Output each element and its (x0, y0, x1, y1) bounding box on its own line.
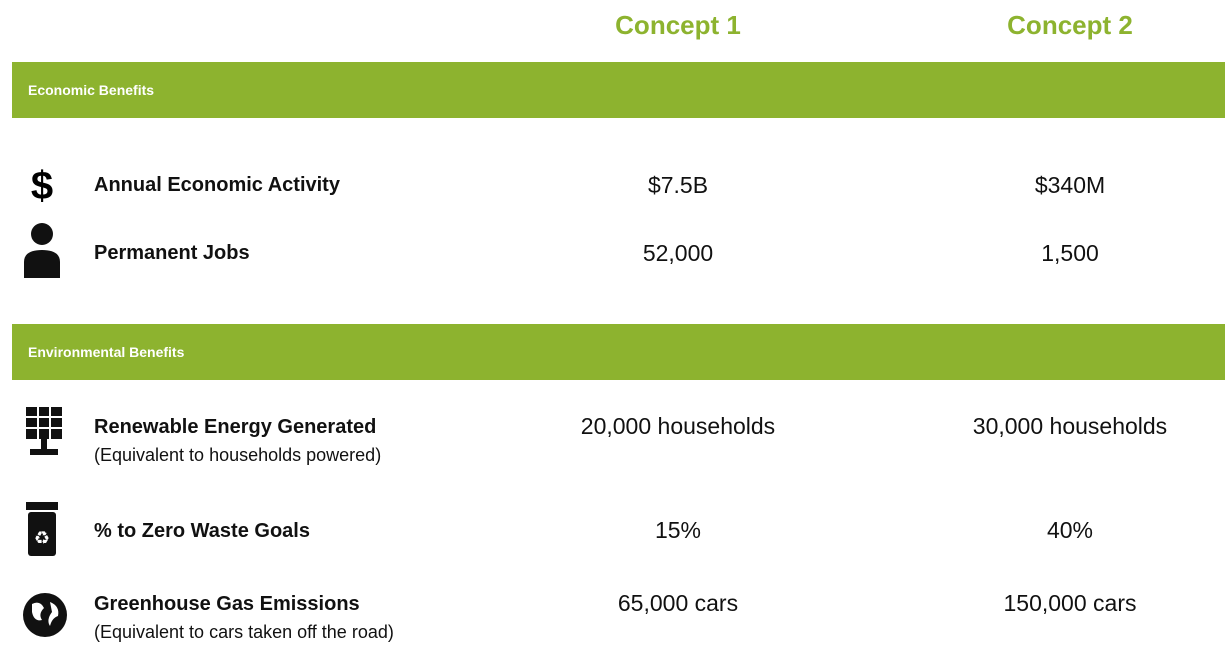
row-note: (Equivalent to households powered) (94, 445, 382, 465)
globe-icon (23, 593, 67, 637)
row-title: Renewable Energy Generated (94, 416, 377, 438)
cell-value: 40% (1046, 517, 1094, 543)
dollar-icon: $ (31, 165, 53, 207)
row-label: % to Zero Waste Goals (94, 520, 310, 542)
section-header: Environmental Benefits (12, 324, 1225, 380)
cell-value: 52,000 (642, 240, 714, 266)
cell-value: 20,000 households (580, 413, 776, 439)
recycle-bin-icon: ♻ (26, 502, 58, 556)
cell-value: 15% (654, 517, 702, 543)
svg-text:♻: ♻ (34, 528, 50, 548)
row-label: Permanent Jobs (94, 242, 250, 264)
row-label: Annual Economic Activity (94, 174, 340, 196)
row-label: Greenhouse Gas Emissions (Equivalent to c… (94, 593, 394, 643)
cell-value: 1,500 (1041, 240, 1099, 266)
cell-value: 150,000 cars (1003, 590, 1137, 616)
row-note: (Equivalent to cars taken off the road) (94, 622, 394, 642)
column-header: Concept 1 (615, 10, 741, 40)
cell-value: $7.5B (647, 172, 709, 198)
cell-value: $340M (1034, 172, 1106, 198)
cell-value: 65,000 cars (617, 590, 739, 616)
section-header: Economic Benefits (12, 62, 1225, 118)
row-title: Greenhouse Gas Emissions (94, 593, 360, 615)
column-header: Concept 2 (1007, 10, 1133, 40)
person-icon (24, 223, 60, 278)
solar-icon (26, 407, 62, 455)
cell-value: 30,000 households (972, 413, 1168, 439)
svg-text:$: $ (31, 165, 53, 207)
row-label: Renewable Energy Generated (Equivalent to… (94, 416, 381, 466)
